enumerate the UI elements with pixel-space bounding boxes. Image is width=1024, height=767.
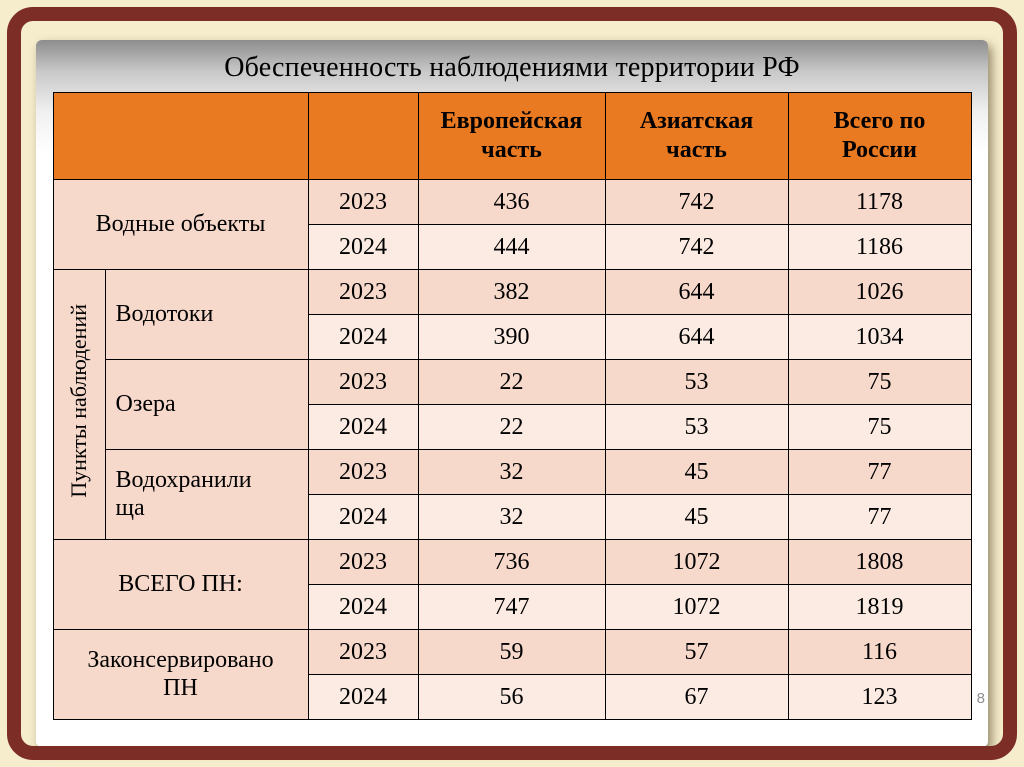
cell-year: 2024 <box>307 404 419 450</box>
table-row: 2024 56 67 123 <box>53 674 972 720</box>
cell-european: 22 <box>417 359 606 405</box>
cell-total: 1034 <box>787 314 972 360</box>
cell-total: 1819 <box>787 584 972 630</box>
cell-european: 56 <box>417 674 606 720</box>
cell-total: 1808 <box>787 539 972 585</box>
cell-asian: 53 <box>604 359 789 405</box>
cell-asian: 67 <box>604 674 789 720</box>
mothballed-label-text: Законсервировано ПН <box>87 646 274 701</box>
header-european-part: Европейская часть <box>417 92 606 180</box>
table-row: ВСЕГО ПН: 2023 736 1072 1808 <box>52 539 972 630</box>
table-row: 2024 32 45 77 <box>53 494 972 540</box>
cell-asian: 1072 <box>604 584 789 630</box>
table-row: Водные объекты 2023 436 742 1178 <box>52 179 972 270</box>
cell-year: 2024 <box>307 494 419 540</box>
table-row: 2024 22 53 75 <box>53 404 972 450</box>
cell-asian: 53 <box>604 404 789 450</box>
cell-asian: 742 <box>604 179 789 225</box>
cell-total: 77 <box>787 449 972 495</box>
content-panel: Обеспеченность наблюдениями территории Р… <box>36 40 988 747</box>
cell-european: 436 <box>417 179 606 225</box>
cell-asian: 45 <box>604 494 789 540</box>
table-header-row: Европейская часть Азиатская часть Всего … <box>52 92 972 180</box>
row-label-water-objects: Водные объекты <box>52 179 309 270</box>
cell-european: 444 <box>417 224 606 270</box>
cell-european: 390 <box>417 314 606 360</box>
header-empty-year-cell <box>307 92 419 180</box>
cell-year: 2024 <box>307 584 419 630</box>
vertical-group-label: Пункты наблюдений <box>66 304 91 498</box>
cell-year: 2023 <box>307 629 419 675</box>
cell-total: 1026 <box>787 269 972 315</box>
row-label-reservoirs: Водохранилища <box>104 449 309 540</box>
cell-asian: 644 <box>604 314 789 360</box>
cell-european: 22 <box>417 404 606 450</box>
cell-total: 123 <box>787 674 972 720</box>
cell-year: 2023 <box>307 449 419 495</box>
cell-asian: 57 <box>604 629 789 675</box>
cell-european: 736 <box>417 539 606 585</box>
header-asian-part: Азиатская часть <box>604 92 789 180</box>
row-label-mothballed-pn: Законсервировано ПН <box>52 629 309 720</box>
cell-european: 32 <box>417 494 606 540</box>
row-label-total-pn: ВСЕГО ПН: <box>52 539 309 630</box>
cell-asian: 1072 <box>604 539 789 585</box>
cell-year: 2023 <box>307 539 419 585</box>
row-label-watercourses: Водотоки <box>104 269 309 360</box>
cell-asian: 45 <box>604 449 789 495</box>
reservoirs-label-text: Водохранилища <box>115 466 252 521</box>
cell-european: 382 <box>417 269 606 315</box>
cell-year: 2024 <box>307 224 419 270</box>
cell-total: 116 <box>787 629 972 675</box>
table-row: Пункты наблюдений Водотоки 2023 382 644 … <box>52 269 972 540</box>
cell-asian: 644 <box>604 269 789 315</box>
table-row: 2024 444 742 1186 <box>53 224 972 270</box>
cell-european: 59 <box>417 629 606 675</box>
row-label-lakes: Озера <box>104 359 309 450</box>
table-row: Водохранилища 2023 32 45 77 <box>53 449 972 540</box>
cell-total: 1178 <box>787 179 972 225</box>
cell-european: 747 <box>417 584 606 630</box>
cell-total: 77 <box>787 494 972 540</box>
row-group-observation-points: Пункты наблюдений <box>52 269 106 540</box>
table-row: 2024 390 644 1034 <box>53 314 972 360</box>
table-row: Законсервировано ПН 2023 59 57 116 <box>52 629 972 720</box>
header-total-russia: Всего по России <box>787 92 972 180</box>
cell-asian: 742 <box>604 224 789 270</box>
cell-year: 2023 <box>307 269 419 315</box>
cell-total: 1186 <box>787 224 972 270</box>
cell-year: 2023 <box>307 359 419 405</box>
table-row: 2024 747 1072 1819 <box>53 584 972 630</box>
cell-year: 2024 <box>307 314 419 360</box>
cell-year: 2024 <box>307 674 419 720</box>
header-empty-label-cell <box>52 92 309 180</box>
cell-total: 75 <box>787 359 972 405</box>
observations-table: Европейская часть Азиатская часть Всего … <box>52 92 972 720</box>
table-row: Озера 2023 22 53 75 <box>53 359 972 450</box>
cell-year: 2023 <box>307 179 419 225</box>
page-number: 8 <box>976 690 985 707</box>
cell-total: 75 <box>787 404 972 450</box>
cell-european: 32 <box>417 449 606 495</box>
slide-title: Обеспеченность наблюдениями территории Р… <box>224 52 800 83</box>
